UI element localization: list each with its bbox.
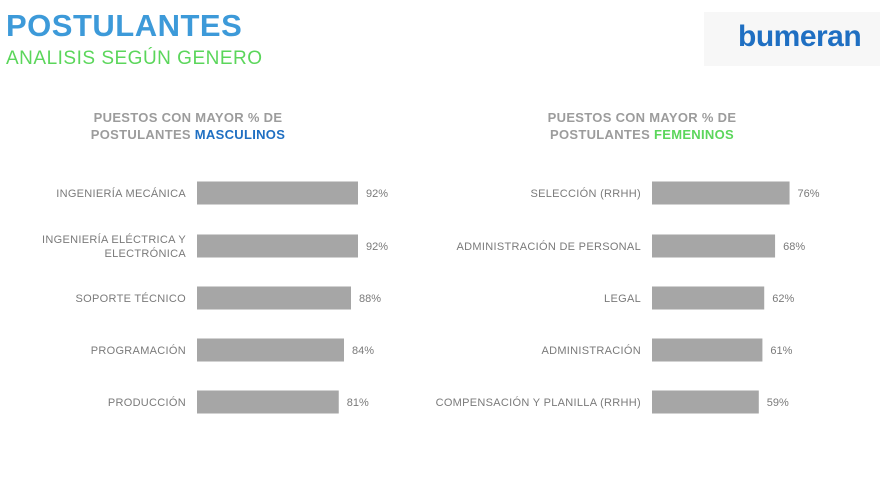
chart-title-line1: PUESTOS CON MAYOR % DE bbox=[93, 110, 283, 125]
chart-title-prefix: POSTULANTES bbox=[550, 127, 654, 142]
category-label-masculinos-4: PRODUCCIÓN bbox=[108, 396, 186, 409]
value-label-masculinos-2: 88% bbox=[359, 293, 381, 305]
bar-femeninos-4 bbox=[652, 390, 759, 414]
value-label-masculinos-0: 92% bbox=[366, 188, 388, 200]
bar-femeninos-0 bbox=[652, 181, 790, 205]
value-label-femeninos-3: 61% bbox=[770, 345, 792, 357]
bar-masculinos-4 bbox=[197, 390, 339, 414]
bar-femeninos-2 bbox=[652, 286, 765, 310]
bar-masculinos-1 bbox=[197, 234, 358, 258]
chart-title-prefix: POSTULANTES bbox=[90, 127, 195, 142]
value-label-masculinos-4: 81% bbox=[347, 397, 369, 409]
chart-title-femeninos: PUESTOS CON MAYOR % DE POSTULANTES FEMEN… bbox=[492, 109, 792, 143]
category-label-femeninos-1: ADMINISTRACIÓN DE PERSONAL bbox=[457, 240, 641, 253]
bar-masculinos-3 bbox=[197, 338, 344, 362]
category-label-femeninos-4: COMPENSACIÓN Y PLANILLA (RRHH) bbox=[436, 396, 641, 409]
value-label-femeninos-4: 59% bbox=[767, 397, 789, 409]
bar-femeninos-1 bbox=[652, 234, 776, 258]
chart-title-line2: POSTULANTES MASCULINOS bbox=[38, 126, 338, 143]
category-label-masculinos-0: INGENIERÍA MECÁNICA bbox=[56, 187, 186, 200]
category-label-masculinos-3: PROGRAMACIÓN bbox=[91, 344, 186, 357]
category-label-masculinos-1: ELECTRÓNICA bbox=[104, 247, 186, 260]
category-label-masculinos-1: INGENIERÍA ELÉCTRICA Y bbox=[42, 233, 186, 246]
page-subtitle: ANALISIS SEGÚN GENERO bbox=[6, 48, 263, 69]
value-label-femeninos-2: 62% bbox=[772, 293, 794, 305]
bar-masculinos-0 bbox=[197, 181, 358, 205]
page-title: POSTULANTES bbox=[6, 8, 243, 43]
chart-title-highlight-femeninos: FEMENINOS bbox=[654, 127, 734, 142]
category-label-masculinos-2: SOPORTE TÉCNICO bbox=[76, 292, 187, 305]
value-label-femeninos-0: 76% bbox=[798, 188, 820, 200]
category-label-femeninos-3: ADMINISTRACIÓN bbox=[541, 344, 641, 357]
value-label-femeninos-1: 68% bbox=[783, 241, 805, 253]
chart-title-highlight-masculinos: MASCULINOS bbox=[194, 127, 286, 142]
brand-logo-text: bumeran bbox=[738, 20, 862, 53]
category-label-femeninos-0: SELECCIÓN (RRHH) bbox=[530, 187, 641, 200]
bar-femeninos-3 bbox=[652, 338, 763, 362]
chart-title-masculinos: PUESTOS CON MAYOR % DE POSTULANTES MASCU… bbox=[38, 109, 338, 143]
chart-title-line1: PUESTOS CON MAYOR % DE bbox=[547, 110, 737, 125]
chart-title-line2: POSTULANTES FEMENINOS bbox=[492, 126, 792, 143]
value-label-masculinos-3: 84% bbox=[352, 345, 374, 357]
bar-masculinos-2 bbox=[197, 286, 351, 310]
category-label-femeninos-2: LEGAL bbox=[604, 293, 641, 305]
brand-logo: bumeran bbox=[704, 12, 880, 66]
value-label-masculinos-1: 92% bbox=[366, 241, 388, 253]
